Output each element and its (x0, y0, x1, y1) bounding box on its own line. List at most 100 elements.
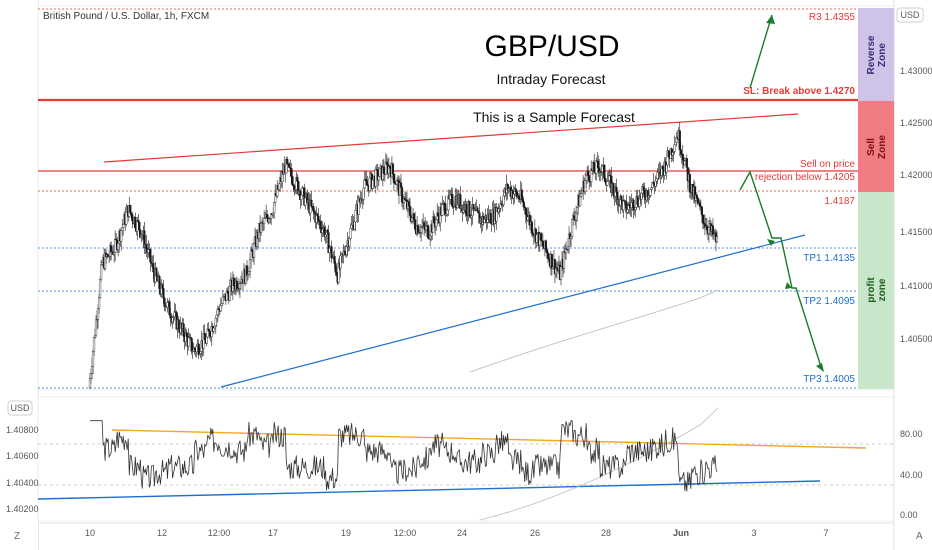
price-tick-2: 1.43000 (900, 66, 932, 76)
indicator-left-axis: USD 1.40800 1.40600 1.40400 1.40200 (6, 400, 39, 514)
candle-body (683, 160, 686, 166)
oscillator-support-line[interactable] (37, 480, 821, 500)
candle-body (129, 205, 132, 213)
candle-body (562, 251, 566, 269)
candle-body (321, 229, 324, 234)
candle-body (413, 219, 417, 230)
moving-average-line (469, 289, 719, 373)
indicator-right-axis: 80.00 40.00 0.00 (900, 429, 923, 520)
price-tick-5: 1.41500 (900, 227, 932, 237)
candle-body (391, 163, 395, 175)
candle-body (328, 247, 331, 253)
candle-body (681, 154, 684, 161)
candle-body (316, 213, 319, 217)
candle-body (213, 325, 216, 329)
candle-body (131, 214, 134, 221)
indicator-currency-badge[interactable] (7, 400, 33, 416)
price-axis[interactable]: USD 1.4355 1.43000 1.42500 1.42000 1.415… (896, 7, 932, 397)
candle-body (580, 193, 583, 197)
candle-body (345, 246, 348, 255)
time-label-6: 12:00 (394, 528, 417, 538)
candle-body (630, 202, 633, 209)
candle-body (570, 219, 574, 237)
price-tick-6: 1.41000 (900, 281, 932, 291)
candle-body (522, 201, 525, 208)
candle-body (335, 272, 338, 276)
indicator-right-tick-3: 0.00 (900, 510, 918, 520)
resistance-trendline[interactable] (103, 113, 799, 163)
oscillator-average-line (479, 407, 719, 521)
indicator-left-tick-4: 1.40200 (6, 504, 39, 514)
candle-body (99, 264, 103, 280)
candle-body (166, 302, 169, 308)
candle-body (632, 199, 635, 211)
candle-body (300, 194, 303, 200)
candle-body (288, 163, 291, 168)
candle-body (122, 224, 125, 228)
candle-body (642, 186, 645, 191)
candle-body (433, 216, 436, 224)
candle-body (654, 180, 657, 187)
candle-body (521, 199, 524, 202)
indicator-right-tick-1: 80.00 (900, 429, 923, 439)
candle-body (628, 203, 631, 207)
candle-body (371, 179, 374, 189)
auto-scale-toggle[interactable]: A (916, 531, 923, 542)
candle-body (530, 221, 533, 234)
forecast-arrowheads (766, 15, 824, 372)
support-trendline[interactable] (220, 234, 806, 388)
candle-body (324, 234, 327, 237)
candle-body (263, 218, 266, 224)
candle-body (168, 301, 171, 316)
candle-body (593, 162, 596, 172)
price-pane[interactable] (37, 5, 895, 391)
time-axis[interactable]: 10 12 12:00 17 19 12:00 24 26 28 Jun 3 7 (85, 528, 829, 538)
indicator-left-tick-1: 1.40800 (6, 425, 39, 435)
oscillator-line (90, 420, 718, 492)
currency-badge[interactable] (896, 7, 924, 23)
candle-body (350, 224, 353, 229)
candle-body (278, 183, 281, 190)
candle-body (441, 204, 444, 216)
candle-body (650, 187, 653, 190)
candle-body (588, 175, 591, 182)
candle-body (678, 130, 681, 150)
candle-body (465, 204, 468, 215)
candle-body (92, 337, 96, 352)
candle-body (220, 303, 223, 307)
candle-body (688, 173, 691, 193)
candle-body (203, 332, 206, 340)
candle-body (98, 279, 102, 298)
candle-body (643, 190, 646, 198)
candle-body (584, 180, 587, 192)
time-label-12: 7 (823, 528, 828, 538)
candle-body (91, 351, 95, 367)
candle-body (545, 250, 549, 254)
candle-body (423, 222, 426, 227)
candle-body (343, 250, 346, 254)
candle-body (190, 338, 193, 352)
candle-body (246, 274, 250, 276)
candle-body (661, 166, 664, 169)
candle-body (412, 213, 416, 221)
candle-body (304, 197, 307, 206)
candle-body (581, 190, 584, 194)
candle-body (250, 249, 254, 252)
candle-body (226, 291, 229, 294)
candle-body (603, 164, 606, 179)
candle-body (514, 188, 517, 193)
candle-body (212, 327, 215, 332)
candle-body (155, 268, 158, 277)
candle-body (364, 179, 367, 181)
oscillator-resistance-line[interactable] (111, 429, 867, 449)
candle-body (601, 165, 604, 172)
indicator-pane[interactable] (37, 396, 895, 522)
time-label-7: 24 (457, 528, 467, 538)
candle-body (368, 177, 371, 192)
candle-body (100, 262, 104, 265)
log-scale-toggle[interactable]: Z (14, 531, 20, 542)
candle-body (90, 366, 94, 374)
candle-body (193, 347, 196, 351)
candle-body (149, 248, 152, 263)
